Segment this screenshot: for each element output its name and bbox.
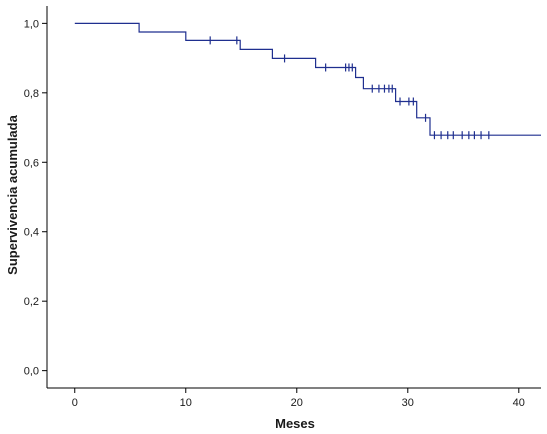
y-tick-label: 0,8 xyxy=(24,88,39,100)
x-tick-label: 40 xyxy=(513,397,525,409)
y-tick-label: 0,6 xyxy=(24,157,39,169)
censored-marks xyxy=(209,36,490,140)
y-axis-title: Supervivencia acumulada xyxy=(5,114,20,274)
x-tick-label: 30 xyxy=(402,397,414,409)
survival-step-line xyxy=(74,22,541,136)
y-tick-label: 0,2 xyxy=(24,296,39,308)
x-tick-label: 20 xyxy=(291,397,303,409)
survival-curve xyxy=(74,22,541,136)
tick-marks xyxy=(42,22,520,393)
tick-labels: 0,0 0,2 0,4 0,6 0,8 1,0 0 10 20 30 40 xyxy=(24,18,525,409)
y-tick-label: 0,4 xyxy=(24,227,39,239)
x-tick-label: 0 xyxy=(72,397,78,409)
x-tick-label: 10 xyxy=(180,397,192,409)
axes xyxy=(46,6,541,389)
x-axis-title: Meses xyxy=(275,416,315,431)
y-tick-label: 1,0 xyxy=(24,18,39,30)
y-tick-label: 0,0 xyxy=(24,366,39,378)
